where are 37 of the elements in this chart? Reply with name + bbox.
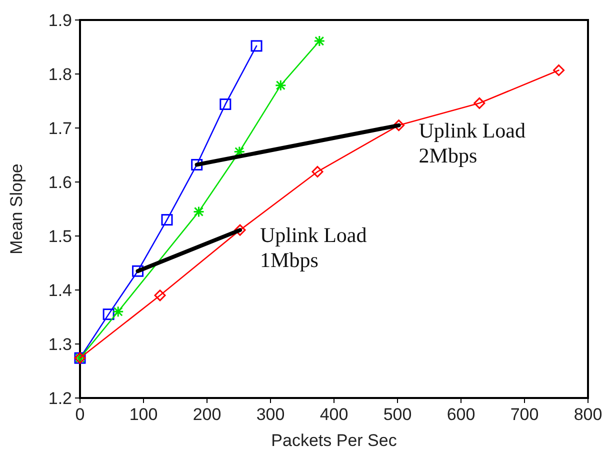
annotation: Uplink Load 2Mbps	[418, 118, 526, 168]
point	[250, 40, 262, 52]
point	[112, 306, 124, 318]
x-tick-label: 300	[256, 405, 285, 424]
y-tick-label: 1.2	[48, 389, 72, 408]
y-tick-label: 1.9	[48, 11, 72, 30]
y-axis-title: Mean Slope	[7, 164, 26, 254]
point	[154, 290, 166, 302]
x-tick-label: 0	[75, 405, 85, 424]
y-tick-label: 1.8	[48, 65, 72, 84]
y-tick-label: 1.4	[48, 281, 72, 300]
x-tick-label: 700	[510, 405, 539, 424]
point	[161, 214, 173, 226]
x-tick-label: 100	[129, 405, 158, 424]
x-tick-label: 200	[192, 405, 222, 424]
point	[274, 80, 286, 92]
x-tick-label: 500	[383, 405, 412, 424]
x-tick-label: 600	[446, 405, 476, 424]
point	[314, 35, 326, 47]
point	[393, 120, 405, 132]
point	[234, 224, 246, 236]
point	[220, 98, 232, 110]
x-axis-title: Packets Per Sec	[271, 431, 398, 450]
point	[312, 166, 324, 178]
point	[192, 206, 204, 218]
x-tick-label: 400	[320, 405, 348, 424]
point	[191, 158, 203, 170]
annotation: Uplink Load 1Mbps	[260, 223, 368, 272]
y-tick-label: 1.5	[48, 227, 72, 246]
point	[132, 265, 144, 277]
point	[553, 64, 565, 76]
y-tick-label: 1.7	[48, 119, 72, 138]
point	[474, 97, 486, 109]
y-tick-label: 1.3	[48, 335, 72, 354]
point	[102, 308, 114, 320]
y-tick-label: 1.6	[48, 173, 72, 192]
x-tick-label: 800	[574, 405, 602, 424]
